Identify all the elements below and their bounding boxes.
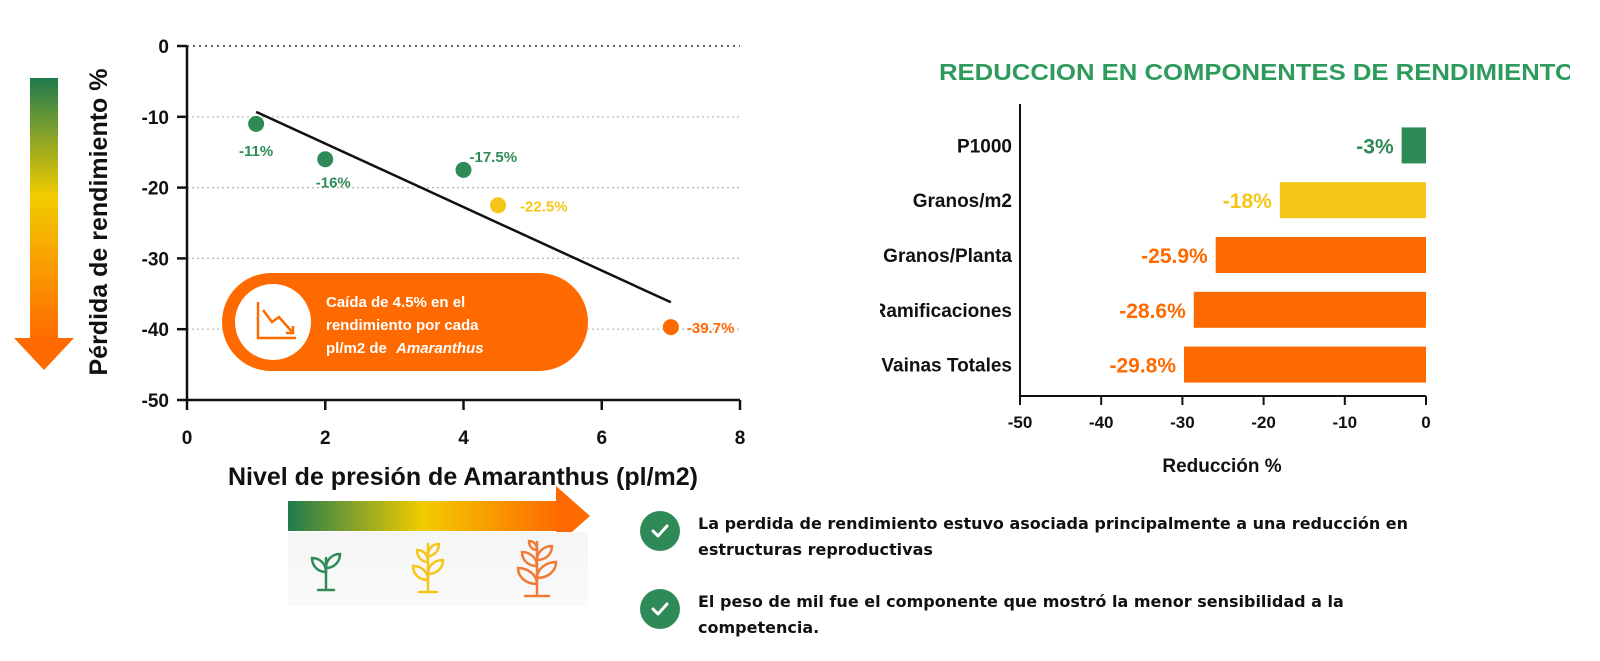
data-point bbox=[662, 319, 679, 336]
data-point bbox=[490, 197, 507, 214]
category-label: Vainas Totales bbox=[881, 356, 1012, 377]
horizontal-gradient-arrow-icon bbox=[288, 486, 590, 546]
data-points: -11% -16% -17.5% -22.5% -39.7% bbox=[239, 115, 735, 337]
data-label: -39.7% bbox=[687, 320, 735, 337]
bar bbox=[1401, 127, 1426, 164]
x-tick-label: -30 bbox=[1170, 413, 1195, 432]
large-plant-icon bbox=[516, 539, 558, 598]
check-circle-icon bbox=[640, 511, 680, 551]
bar-chart: REDUCCION EN COMPONENTES DE RENDIMIENTO … bbox=[880, 59, 1570, 477]
x-tick-label: 2 bbox=[320, 428, 331, 449]
small-plant-icon bbox=[310, 552, 342, 592]
y-tick-label: -30 bbox=[142, 249, 169, 270]
bar bbox=[1193, 291, 1426, 328]
value-label: -29.8% bbox=[1109, 355, 1176, 378]
data-label: -17.5% bbox=[470, 149, 518, 166]
callout-badge: Caída de 4.5% en el rendimiento por cada… bbox=[222, 273, 588, 371]
check-circle-icon bbox=[640, 589, 680, 629]
svg-text:Caída de 4.5% en el rend: Caída de 4.5% en el rendimiento por cada… bbox=[326, 294, 484, 357]
value-label: -3% bbox=[1356, 135, 1394, 158]
y-tick-label: -50 bbox=[142, 391, 169, 412]
data-label: -22.5% bbox=[520, 198, 568, 215]
bar bbox=[1215, 237, 1426, 273]
value-labels: -3% -18% -25.9% -28.6% -29.8% bbox=[1109, 135, 1393, 377]
y-tick-label: 0 bbox=[158, 37, 169, 58]
data-point bbox=[455, 161, 472, 178]
category-label: P1000 bbox=[957, 136, 1012, 157]
bars bbox=[1184, 127, 1426, 383]
y-tick-label: -20 bbox=[142, 179, 169, 200]
category-label: Granos/m2 bbox=[913, 191, 1012, 212]
x-tick-label: -40 bbox=[1089, 413, 1114, 432]
finding-text: El peso de mil fue el componente que mos… bbox=[698, 592, 1344, 637]
x-tick-label: 4 bbox=[458, 428, 469, 449]
tick-labels: -50 -40 -30 -20 -10 0 bbox=[1008, 413, 1431, 432]
y-tick-label: -40 bbox=[142, 320, 169, 341]
scatter-chart: 0 -10 -20 -30 -40 -50 0 2 4 6 8 -11% -16% -17.5% -22.… bbox=[14, 37, 746, 546]
data-point bbox=[317, 151, 334, 168]
category-label: Granos/Planta bbox=[883, 246, 1012, 267]
finding-text: La perdida de rendimiento estuvo asociad… bbox=[698, 514, 1409, 559]
x-axis-label: Reducción % bbox=[1162, 456, 1281, 477]
x-tick-label: 0 bbox=[1421, 413, 1430, 432]
data-label: -11% bbox=[239, 143, 273, 160]
value-label: -28.6% bbox=[1119, 300, 1186, 323]
category-labels: P1000 Granos/m2 Granos/Planta Ramificacione… bbox=[880, 136, 1012, 376]
trend-line bbox=[255, 110, 672, 304]
callout-line-1: Caída de 4.5% en el bbox=[326, 294, 465, 311]
y-axis-label: Pérdida de rendimiento % bbox=[85, 68, 113, 375]
callout-line-3-italic: Amaranthus bbox=[395, 340, 484, 357]
callout-line-3: pl/m2 de bbox=[326, 340, 387, 357]
finding-item: La perdida de rendimiento estuvo asociad… bbox=[640, 511, 1478, 563]
x-tick-label: 0 bbox=[182, 428, 193, 449]
axes bbox=[1019, 104, 1427, 405]
bar bbox=[1279, 182, 1426, 219]
data-label: -16% bbox=[316, 174, 351, 191]
y-tick-label: -10 bbox=[142, 108, 169, 129]
x-axis-label: Nivel de presión de Amaranthus (pl/m2) bbox=[228, 463, 698, 491]
x-tick-label: -10 bbox=[1333, 413, 1358, 432]
callout-line-2: rendimiento por cada bbox=[326, 317, 479, 334]
bar bbox=[1184, 346, 1426, 383]
category-label: Ramificaciones bbox=[880, 301, 1012, 322]
x-tick-label: 8 bbox=[735, 428, 746, 449]
x-tick-label: -50 bbox=[1008, 413, 1033, 432]
vertical-gradient-arrow-icon bbox=[14, 78, 74, 370]
chart-title: REDUCCION EN COMPONENTES DE RENDIMIENTO bbox=[939, 59, 1570, 85]
declining-chart-icon bbox=[256, 302, 296, 340]
medium-plant-icon bbox=[411, 542, 445, 594]
value-label: -18% bbox=[1223, 190, 1272, 213]
tick-labels: 0 -10 -20 -30 -40 -50 0 2 4 6 8 bbox=[142, 37, 746, 449]
plant-icons-strip bbox=[288, 532, 588, 606]
x-tick-label: -20 bbox=[1251, 413, 1276, 432]
data-point bbox=[248, 115, 265, 132]
axes bbox=[177, 44, 742, 410]
finding-item: El peso de mil fue el componente que mos… bbox=[640, 589, 1398, 641]
value-label: -25.9% bbox=[1141, 245, 1208, 268]
x-tick-label: 6 bbox=[596, 428, 607, 449]
